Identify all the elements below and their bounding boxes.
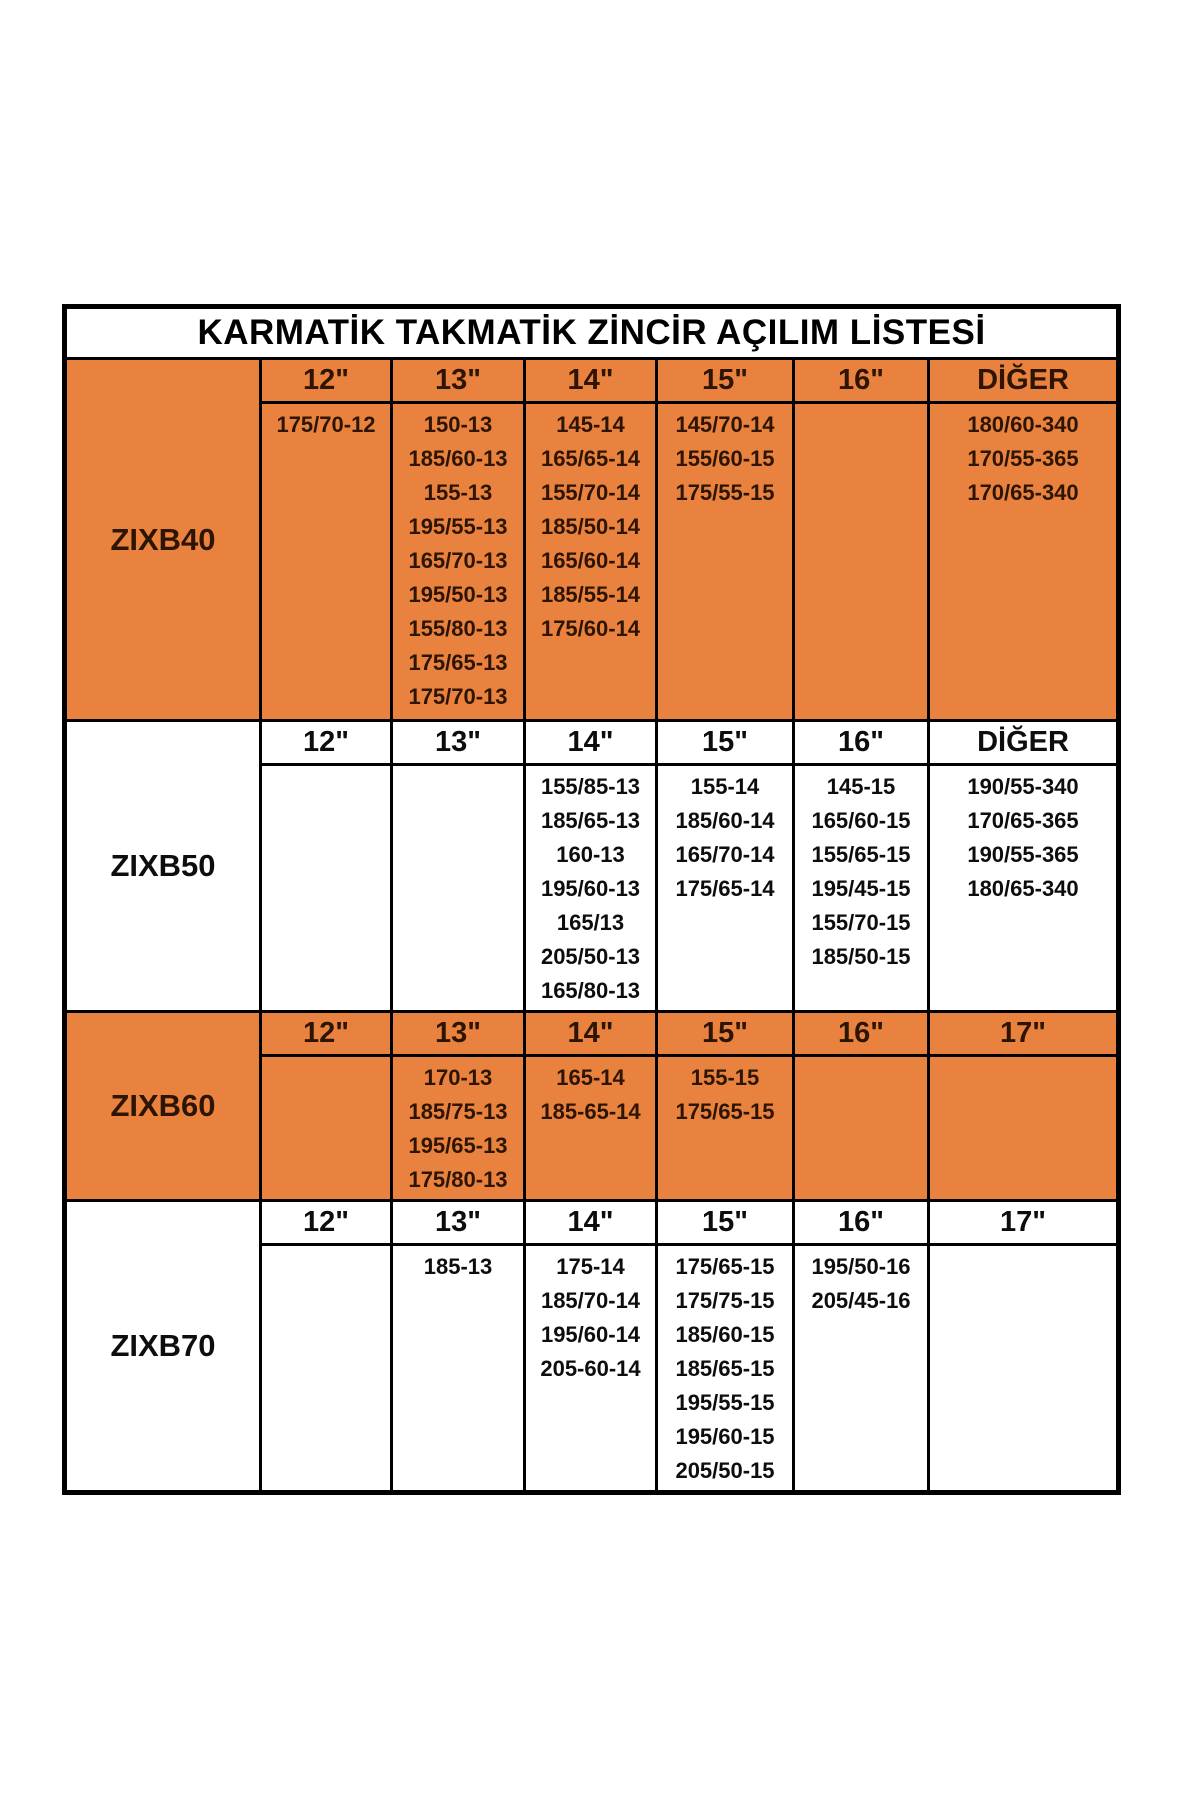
- section-header-row-zixb70: ZIXB70 12" 13" 14" 15" 16" 17": [63, 1199, 1120, 1494]
- section-header-row-zixb50: ZIXB50 12" 13" 14" 15" 16" DİĞER: [63, 719, 1120, 1013]
- section-data-row-zixb50: 155/85-13 185/65-13 160-13 195/60-13 165…: [65, 763, 1120, 1013]
- size-list-3-4: 195/50-16 205/45-16: [792, 1243, 930, 1494]
- column-header-2-5: 17": [927, 1010, 1120, 1057]
- column-header-3-5: 17": [927, 1199, 1120, 1246]
- size-list-1-5: 190/55-340 170/65-365 190/55-365 180/65-…: [927, 763, 1120, 1013]
- size-list-2-1: 170-13 185/75-13 195/65-13 175/80-13: [390, 1054, 526, 1202]
- size-list-3-2: 175-14 185/70-14 195/60-14 205-60-14: [523, 1243, 658, 1494]
- column-header-2-1: 13": [390, 1010, 526, 1057]
- size-list-1-2: 155/85-13 185/65-13 160-13 195/60-13 165…: [523, 763, 658, 1013]
- title-row: KARMATİK TAKMATİK ZİNCİR AÇILIM LİSTESİ: [63, 305, 1120, 360]
- page-title: KARMATİK TAKMATİK ZİNCİR AÇILIM LİSTESİ: [63, 305, 1120, 360]
- size-list-2-2: 165-14 185-65-14: [523, 1054, 658, 1202]
- column-header-2-3: 15": [655, 1010, 795, 1057]
- column-header-2-2: 14": [523, 1010, 658, 1057]
- column-header-0-3: 15": [655, 357, 795, 404]
- column-header-3-2: 14": [523, 1199, 658, 1246]
- section-data-row-zixb40: 175/70-12 150-13 185/60-13 155-13 195/55-…: [65, 401, 1120, 722]
- column-header-2-4: 16": [792, 1010, 930, 1057]
- section-header-row-zixb60: ZIXB60 12" 13" 14" 15" 16" 17": [63, 1010, 1120, 1202]
- section-header-row-zixb40: ZIXB40 12" 13" 14" 15" 16" DİĞER: [63, 357, 1120, 722]
- size-list-3-3: 175/65-15 175/75-15 185/60-15 185/65-15 …: [655, 1243, 795, 1494]
- size-list-1-1: [390, 763, 526, 1013]
- column-header-0-5: DİĞER: [927, 357, 1120, 404]
- column-header-0-2: 14": [523, 357, 658, 404]
- section-data-row-zixb70: 185-13 175-14 185/70-14 195/60-14 205-60-…: [65, 1243, 1120, 1494]
- column-header-3-4: 16": [792, 1199, 930, 1246]
- table-body: KARMATİK TAKMATİK ZİNCİR AÇILIM LİSTESİ …: [63, 305, 1120, 1494]
- model-label-zixb60: ZIXB60: [63, 1010, 262, 1202]
- size-list-3-1: 185-13: [390, 1243, 526, 1494]
- model-label-zixb70: ZIXB70: [63, 1199, 262, 1494]
- column-header-3-0: 12": [259, 1199, 393, 1246]
- column-header-3-3: 15": [655, 1199, 795, 1246]
- size-list-1-4: 145-15 165/60-15 155/65-15 195/45-15 155…: [792, 763, 930, 1013]
- column-header-0-1: 13": [390, 357, 526, 404]
- column-header-3-1: 13": [390, 1199, 526, 1246]
- chain-size-table: KARMATİK TAKMATİK ZİNCİR AÇILIM LİSTESİ …: [62, 304, 1121, 1495]
- chain-size-table-wrapper: KARMATİK TAKMATİK ZİNCİR AÇILIM LİSTESİ …: [62, 304, 1121, 1495]
- column-header-0-4: 16": [792, 357, 930, 404]
- model-label-zixb40: ZIXB40: [63, 357, 262, 722]
- section-data-row-zixb60: 170-13 185/75-13 195/65-13 175/80-13 165-…: [65, 1054, 1120, 1202]
- size-list-0-0: 175/70-12: [259, 401, 393, 722]
- size-list-1-3: 155-14 185/60-14 165/70-14 175/65-14: [655, 763, 795, 1013]
- size-list-2-3: 155-15 175/65-15: [655, 1054, 795, 1202]
- column-header-1-3: 15": [655, 719, 795, 766]
- size-list-0-3: 145/70-14 155/60-15 175/55-15: [655, 401, 795, 722]
- column-header-1-2: 14": [523, 719, 658, 766]
- size-list-1-0: [259, 763, 393, 1013]
- column-header-1-0: 12": [259, 719, 393, 766]
- size-list-0-2: 145-14 165/65-14 155/70-14 185/50-14 165…: [523, 401, 658, 722]
- size-list-2-5: [927, 1054, 1120, 1202]
- model-label-zixb50: ZIXB50: [63, 719, 262, 1013]
- column-header-1-1: 13": [390, 719, 526, 766]
- column-header-1-4: 16": [792, 719, 930, 766]
- size-list-0-5: 180/60-340 170/55-365 170/65-340: [927, 401, 1120, 722]
- size-list-2-4: [792, 1054, 930, 1202]
- size-list-3-0: [259, 1243, 393, 1494]
- column-header-1-5: DİĞER: [927, 719, 1120, 766]
- size-list-0-4: [792, 401, 930, 722]
- column-header-0-0: 12": [259, 357, 393, 404]
- size-list-0-1: 150-13 185/60-13 155-13 195/55-13 165/70…: [390, 401, 526, 722]
- size-list-3-5: [927, 1243, 1120, 1494]
- size-list-2-0: [259, 1054, 393, 1202]
- column-header-2-0: 12": [259, 1010, 393, 1057]
